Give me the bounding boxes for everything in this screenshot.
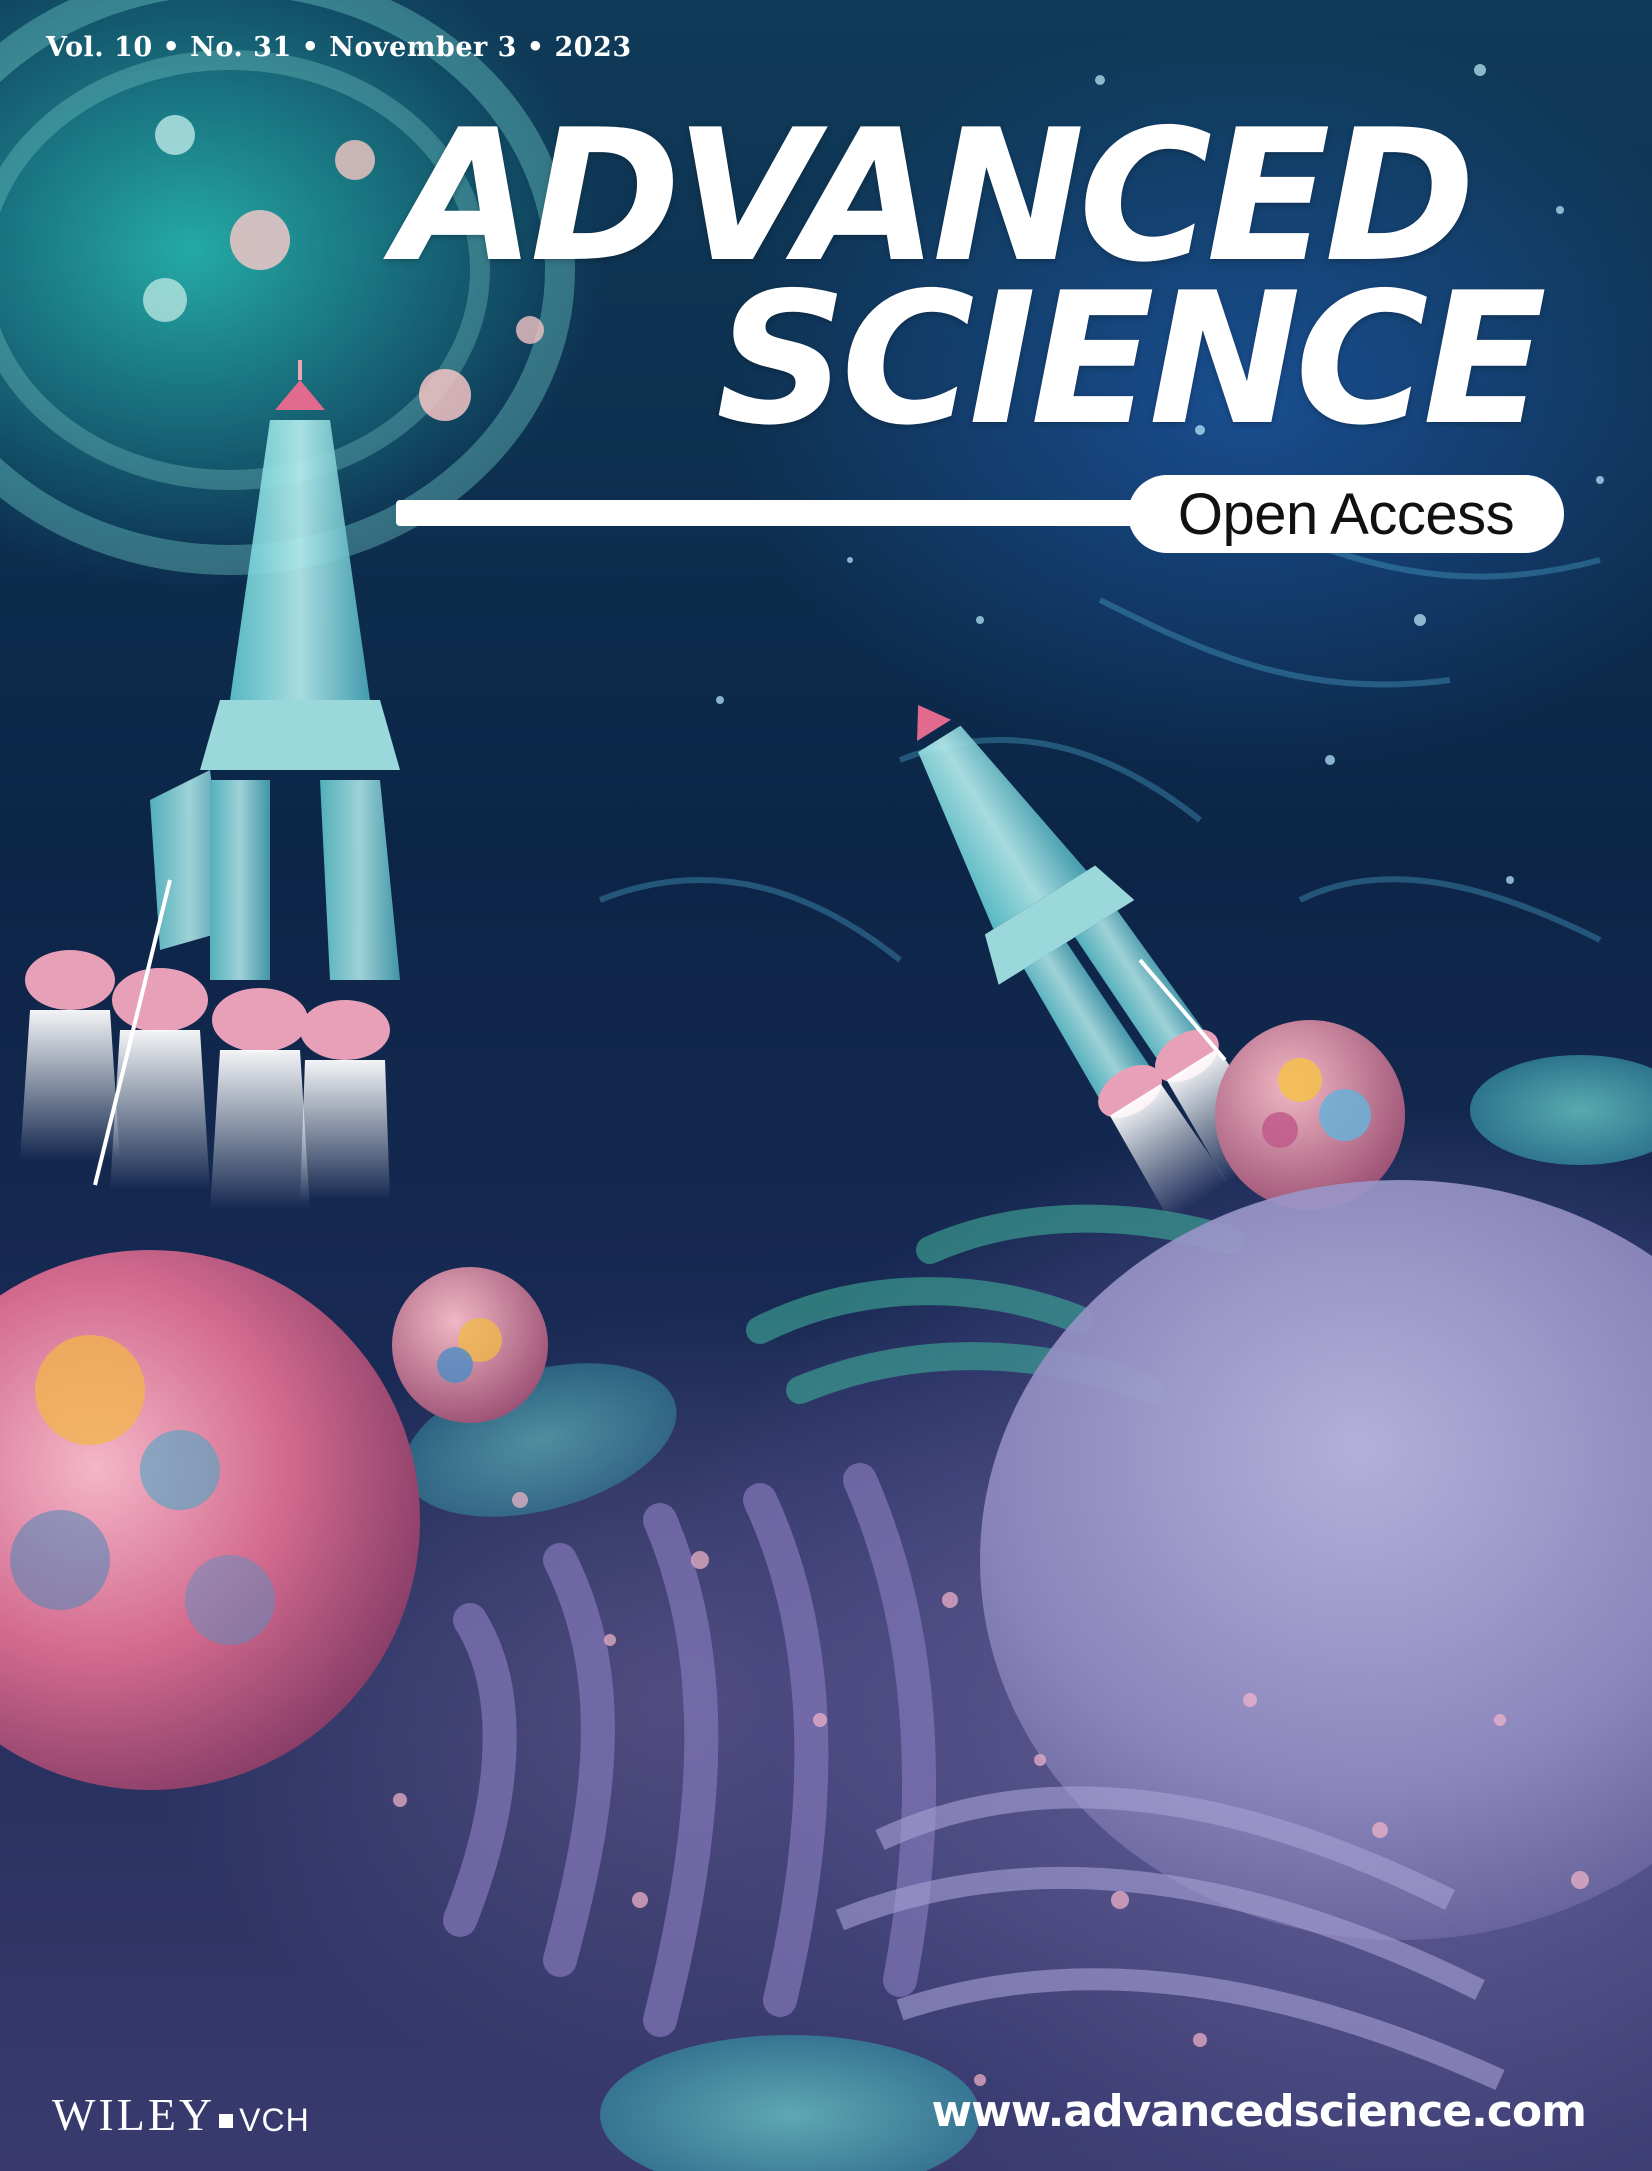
publisher-logo: WILEY VCH — [52, 2088, 310, 2141]
teal-swirl — [0, 0, 575, 575]
rocket-left — [20, 360, 400, 1210]
mitochondria — [403, 1055, 1652, 2171]
pink-speckles — [393, 1492, 1589, 2086]
nucleus — [835, 1180, 1652, 2091]
journal-title-line2: SCIENCE — [716, 253, 1547, 465]
sparkle-dots — [716, 64, 1604, 884]
small-cell-left — [392, 1267, 548, 1423]
publisher-name: WILEY — [52, 2089, 216, 2140]
issue-line: Vol. 10 • No. 31 • November 3 • 2023 — [46, 32, 632, 63]
open-access-badge: Open Access — [1128, 475, 1564, 553]
golgi-tubes — [443, 1463, 937, 2037]
logo-square-icon — [219, 2113, 234, 2128]
journal-title-line1: ADVANCED — [395, 90, 1476, 302]
large-pink-cell — [0, 1250, 420, 1790]
needle-line — [1138, 958, 1227, 1062]
open-access-label: Open Access — [1177, 481, 1515, 547]
title-rule — [396, 500, 1136, 526]
website-url: www.advancedscience.com — [931, 2086, 1587, 2137]
rocket-right — [917, 704, 1287, 1221]
small-cell-right — [1215, 1020, 1405, 1210]
publisher-suffix: VCH — [239, 2102, 310, 2138]
